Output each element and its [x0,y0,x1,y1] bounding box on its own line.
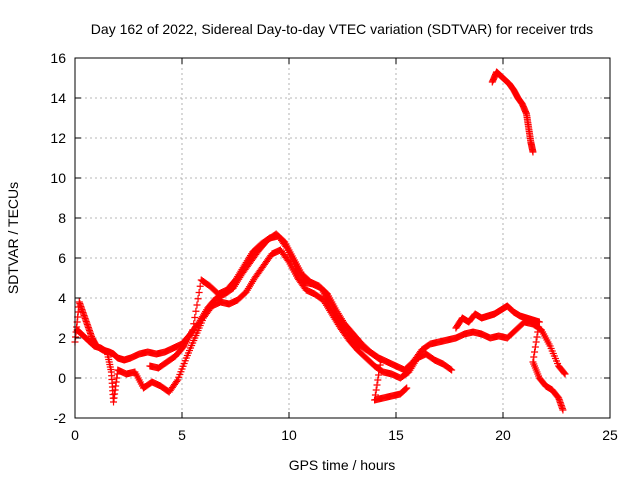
x-tick-label: 15 [388,427,404,443]
data-point [191,314,199,321]
data-point [448,366,456,374]
y-tick-label: 16 [50,50,66,66]
data-points [71,68,569,414]
y-tick-label: 2 [58,330,66,346]
x-tick-label: 0 [71,427,79,443]
data-point [534,328,542,336]
y-tick-label: -2 [54,410,67,426]
data-point [376,361,384,369]
x-tick-label: 25 [602,427,618,443]
data-point [531,348,539,356]
series-trace-b [73,246,456,406]
data-point [402,385,410,393]
data-point [194,295,202,303]
data-point [173,378,181,385]
data-point [561,370,569,378]
x-tick-label: 20 [495,427,511,443]
series-trace-c [146,232,411,404]
ticks-layer [74,57,611,419]
x-tick-labels: 0 5 10 15 20 25 [71,427,618,443]
x-tick-label: 5 [178,427,186,443]
data-point [447,365,455,373]
data-point [373,381,381,389]
data-point [375,366,383,374]
data-point [282,243,290,250]
series-trace-a [71,230,569,378]
data-point [190,320,198,328]
y-tick-labels: -2 0 2 4 6 8 10 12 14 16 [50,50,66,426]
data-point [533,333,541,341]
data-point [532,338,540,346]
data-point [193,301,201,309]
y-tick-label: 4 [58,290,66,306]
y-tick-label: 12 [50,130,66,146]
data-point [530,353,538,361]
data-point [374,376,382,384]
data-point [560,369,568,377]
data-point [375,371,383,379]
data-point [535,323,543,331]
y-tick-label: 0 [58,370,66,386]
data-point [377,356,385,364]
plot-frame [74,57,611,419]
y-tick-label: 6 [58,250,66,266]
y-tick-label: 14 [50,90,66,106]
y-tick-label: 10 [50,170,66,186]
chart-title: Day 162 of 2022, Sidereal Day-to-day VTE… [91,21,593,37]
data-point [403,384,411,392]
data-point [559,406,567,414]
series-trace-d [452,302,567,414]
data-point [529,148,537,156]
data-point [401,386,409,393]
x-tick-label: 10 [281,427,297,443]
y-axis-label: SDTVAR / TECUs [5,182,21,294]
data-point [189,326,197,334]
data-point [195,289,203,296]
series-trace-e [488,68,537,156]
data-point [535,318,543,326]
y-tick-label: 8 [58,210,66,226]
data-point [372,386,380,394]
x-axis-label: GPS time / hours [289,457,396,473]
data-point [192,307,200,315]
data-point [531,343,539,351]
data-point [196,282,204,290]
